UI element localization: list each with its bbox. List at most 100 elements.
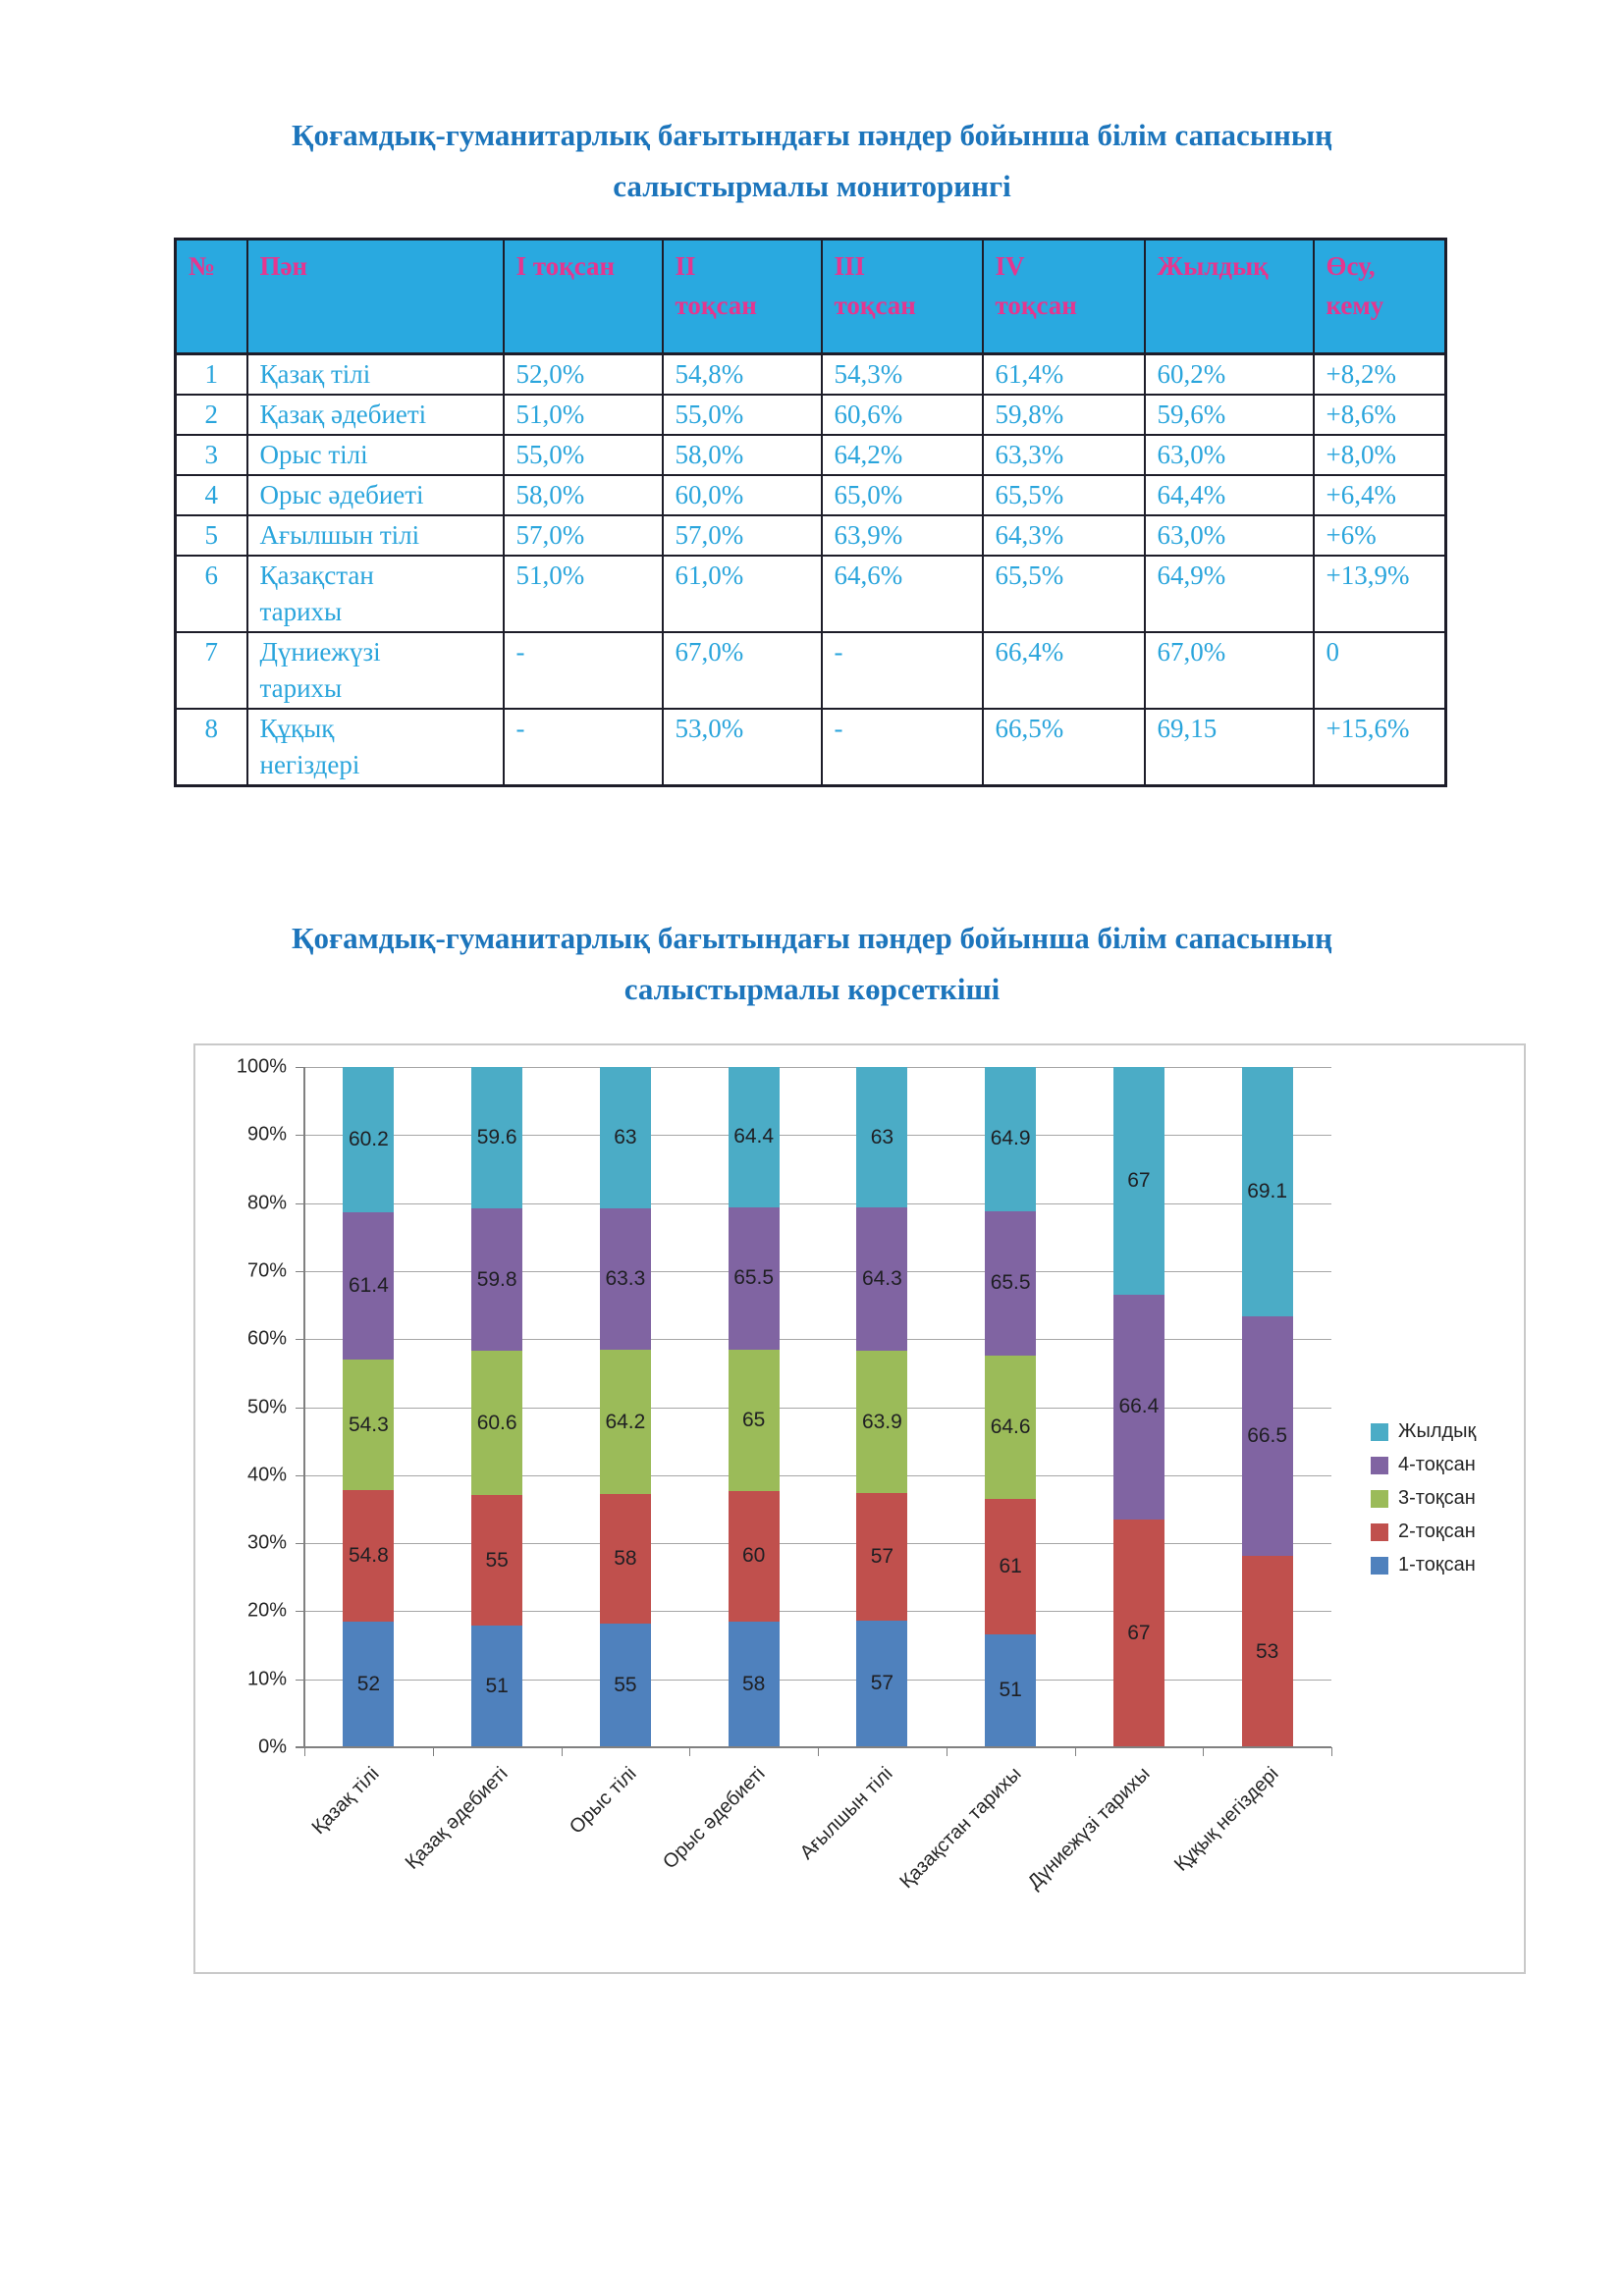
bar-value-label: 63 <box>870 1125 894 1148</box>
table-cell-value: 67,0% <box>1143 631 1315 710</box>
table-cell-subject: Қазақстан тарихы <box>245 555 505 633</box>
table-header-cell: III тоқсан <box>820 238 984 355</box>
table-cell-value: 64,2% <box>820 434 984 476</box>
bar-value-label: 63.3 <box>605 1267 646 1291</box>
table-cell-value: 66,5% <box>981 708 1146 787</box>
bar-segment: 58 <box>599 1493 651 1625</box>
chart-bar: 64.9 65.5 64.6 61 51 <box>985 1067 1037 1747</box>
chart-bar: 64.4 65.5 65 60 58 <box>728 1067 780 1747</box>
bar-segment: 63.9 <box>856 1351 908 1494</box>
chart-bar: 59.6 59.8 60.6 55 51 <box>471 1067 523 1747</box>
table-header-cell: II тоқсан <box>661 238 823 355</box>
chart-bar: 60.2 61.4 54.3 54.8 52 <box>343 1067 395 1747</box>
bar-value-label: 65.5 <box>733 1266 775 1290</box>
bar-value-label: 60.2 <box>348 1127 389 1150</box>
bar-segment: 54.8 <box>343 1490 395 1623</box>
table-cell-subject: Дүниежүзі тарихы <box>245 631 505 710</box>
legend-label: 4-тоқсан <box>1398 1454 1476 1475</box>
y-axis-tick-label: 90% <box>246 1123 287 1146</box>
chart-bar-slot: 67 66.4 67 <box>1075 1067 1204 1747</box>
table-cell-value: 57,0% <box>661 514 823 557</box>
table-section-title-line2: салыстырмалы мониторингі <box>613 169 1011 203</box>
bar-segment: 60.2 <box>343 1067 395 1212</box>
bar-value-label: 60 <box>741 1544 766 1568</box>
table-header-cell: Пән <box>245 238 505 355</box>
chart-gridline <box>304 1270 1331 1272</box>
table-cell-value: +8,0% <box>1312 434 1447 476</box>
table-header-row: № Пән I тоқсан II тоқсан III тоқсан IV тоқсан Жыл… <box>174 238 1447 355</box>
bar-segment: 65.5 <box>985 1210 1037 1357</box>
chart-gridline <box>304 1543 1331 1545</box>
table-cell-value: 57,0% <box>502 514 664 557</box>
y-axis-tick-label: 60% <box>246 1327 287 1350</box>
bar-value-label: 61.4 <box>348 1273 389 1297</box>
table-cell-number: 5 <box>174 514 248 557</box>
table-cell-value: 59,6% <box>1143 394 1315 436</box>
chart-plot-area: 60.2 61.4 54.3 54.8 52 59.6 59.8 60.6 55 51 63 63.3… <box>237 1056 1332 1894</box>
table-header-cell: I тоқсан <box>502 238 664 355</box>
table-cell-value: +15,6% <box>1312 708 1447 787</box>
table-body: 1 Қазақ тілі 52,0% 54,8% 54,3% 61,4% 60,2% +8,2… <box>174 352 1447 787</box>
table-cell-number: 3 <box>174 434 248 476</box>
bar-value-label: 58 <box>741 1672 766 1695</box>
table-row: 5 Ағылшын тілі 57,0% 57,0% 63,9% 64,3% 63,0% +6… <box>174 514 1447 557</box>
bar-segment: 66.4 <box>1112 1294 1164 1521</box>
chart-bar: 69.1 66.5 53 <box>1241 1067 1293 1747</box>
bar-value-label: 69.1 <box>1247 1179 1288 1202</box>
table-cell-value: 66,4% <box>981 631 1146 710</box>
bar-segment: 64.2 <box>599 1350 651 1494</box>
bar-segment: 51 <box>985 1633 1037 1747</box>
bar-segment: 51 <box>471 1626 523 1747</box>
table-cell-number: 2 <box>174 394 248 436</box>
table-row: 4 Орыс әдебиеті 58,0% 60,0% 65,0% 65,5% 64,4% +… <box>174 474 1447 516</box>
y-axis-tick <box>296 1543 304 1545</box>
y-axis-tick <box>296 1270 304 1272</box>
table-cell-value: 69,15 <box>1143 708 1315 787</box>
chart-bar-slot: 64.4 65.5 65 60 58 <box>689 1067 818 1747</box>
y-axis-tick-label: 80% <box>246 1192 287 1214</box>
y-axis-tick <box>296 1067 304 1068</box>
legend-item: 2-тоқсан <box>1371 1521 1476 1543</box>
y-axis-tick-label: 10% <box>246 1668 287 1690</box>
bar-value-label: 64.3 <box>861 1267 902 1291</box>
bar-value-label: 63.9 <box>861 1410 902 1433</box>
legend-swatch <box>1371 1522 1388 1541</box>
table-row: 1 Қазақ тілі 52,0% 54,8% 54,3% 61,4% 60,2% +8,2… <box>174 352 1447 396</box>
y-axis-line <box>303 1067 305 1747</box>
x-axis-tick <box>432 1747 434 1756</box>
y-axis-tick <box>296 1747 304 1748</box>
chart-bar-slot: 63 64.3 63.9 57 57 <box>818 1067 947 1747</box>
table-cell-value: 53,0% <box>661 708 823 787</box>
chart-bar: 63 63.3 64.2 58 55 <box>599 1067 651 1747</box>
chart-gridline <box>304 1135 1331 1137</box>
bar-value-label: 63 <box>614 1125 637 1148</box>
y-axis-tick <box>296 1474 304 1476</box>
table-cell-value: 63,0% <box>1143 514 1315 557</box>
bar-value-label: 54.3 <box>348 1413 389 1436</box>
table-cell-value: 64,3% <box>981 514 1146 557</box>
chart-gridline <box>304 1067 1331 1068</box>
table-cell-value: 65,5% <box>981 474 1146 516</box>
chart-gridline <box>304 1679 1331 1681</box>
table-cell-value: 55,0% <box>502 434 664 476</box>
legend-item: 4-тоқсан <box>1371 1454 1476 1476</box>
bar-value-label: 55 <box>614 1674 637 1697</box>
legend-item: 3-тоқсан <box>1371 1487 1476 1510</box>
table-cell-value: 65,5% <box>981 555 1146 633</box>
bar-segment: 67 <box>1112 1067 1164 1295</box>
table-header-cell: Жылдық <box>1143 238 1315 355</box>
chart-section-title: Қоғамдық-гуманитарлық бағытындағы пәндер… <box>0 913 1624 1015</box>
chart-bar-slot: 63 63.3 64.2 58 55 <box>562 1067 690 1747</box>
legend-swatch <box>1371 1489 1388 1508</box>
y-axis-tick-label: 100% <box>236 1055 287 1078</box>
bar-value-label: 58 <box>614 1547 637 1571</box>
bar-segment: 65.5 <box>728 1206 780 1350</box>
legend-swatch <box>1371 1456 1388 1474</box>
bar-value-label: 61 <box>999 1555 1022 1577</box>
bar-segment: 63 <box>599 1067 651 1208</box>
legend-item: 1-тоқсан <box>1371 1554 1476 1576</box>
bar-value-label: 51 <box>485 1675 509 1698</box>
y-axis-tick-label: 70% <box>246 1259 287 1282</box>
table-header-cell: № <box>174 238 248 355</box>
